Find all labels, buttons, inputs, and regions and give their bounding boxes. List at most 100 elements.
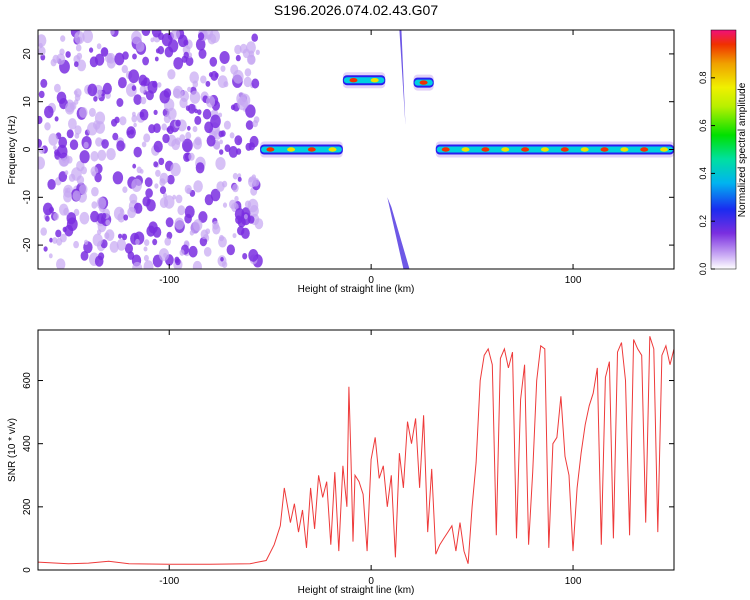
noise-blob <box>182 45 191 55</box>
noise-blob <box>74 94 81 102</box>
noise-blob <box>118 77 127 89</box>
noise-blob <box>38 146 45 154</box>
noise-blob <box>69 139 79 150</box>
noise-blob <box>87 83 98 97</box>
colorbar-tick-label: 0.2 <box>698 215 708 228</box>
noise-region <box>38 30 264 269</box>
noise-blob <box>96 197 107 210</box>
noise-blob <box>38 115 43 125</box>
noise-blob <box>237 226 245 236</box>
noise-blob <box>197 109 202 115</box>
noise-blob <box>106 148 116 161</box>
noise-blob <box>214 72 219 78</box>
noise-blob <box>182 138 193 153</box>
noise-blob <box>199 236 208 247</box>
noise-blob <box>133 202 143 214</box>
noise-blob <box>209 30 220 44</box>
noise-blob <box>38 138 42 148</box>
noise-blob <box>124 243 133 254</box>
noise-blob <box>245 142 252 151</box>
noise-blob <box>153 140 163 153</box>
noise-blob <box>153 123 161 133</box>
noise-blob <box>249 205 259 217</box>
snr-frame <box>37 329 675 571</box>
noise-blob <box>155 169 161 177</box>
noise-blob <box>98 89 103 96</box>
noise-blob <box>251 33 258 42</box>
spectrogram-ylabel: Frequency (Hz) <box>7 116 18 185</box>
noise-blob <box>62 156 67 163</box>
noise-blob <box>232 183 239 193</box>
noise-blob <box>53 212 59 221</box>
noise-blob <box>220 257 224 262</box>
noise-blob <box>60 233 67 243</box>
noise-blob <box>232 69 244 84</box>
noise-blob <box>159 178 166 187</box>
noise-blob <box>173 57 184 70</box>
noise-blob <box>219 51 230 64</box>
line-peak <box>560 147 569 152</box>
noise-blob <box>173 85 184 99</box>
noise-blob <box>94 53 105 66</box>
noise-blob <box>246 54 256 65</box>
noise-blob <box>223 120 231 130</box>
noise-blob <box>143 254 149 262</box>
line-peak <box>370 77 379 83</box>
noise-blob <box>94 172 102 183</box>
noise-blob <box>106 57 116 69</box>
noise-blob <box>166 231 173 240</box>
noise-blob <box>185 56 194 67</box>
noise-blob <box>38 46 46 56</box>
noise-blob <box>174 256 180 263</box>
noise-blob <box>203 247 212 257</box>
noise-blob <box>119 208 124 214</box>
noise-blob <box>177 205 186 216</box>
noise-blob <box>247 215 255 224</box>
line-peak <box>521 147 530 152</box>
noise-blob <box>183 51 189 59</box>
line-peak <box>266 147 275 152</box>
noise-blob <box>60 35 66 42</box>
noise-blob <box>229 199 237 209</box>
noise-blob <box>234 195 239 202</box>
x-tick-label: -100 <box>159 576 179 587</box>
noise-blob <box>82 30 93 44</box>
noise-blob <box>66 217 78 231</box>
noise-blob <box>168 39 179 53</box>
noise-blob <box>215 157 226 170</box>
noise-blob <box>184 184 192 194</box>
spectrogram-xlabel: Height of straight line (km) <box>298 284 415 295</box>
noise-blob <box>109 241 119 253</box>
noise-blob <box>56 53 66 65</box>
noise-blob <box>158 157 165 166</box>
noise-blob <box>234 135 243 146</box>
line-core <box>436 146 673 153</box>
noise-blob <box>64 170 69 176</box>
noise-blob <box>253 116 260 124</box>
noise-blob <box>49 237 53 243</box>
noise-blob <box>157 32 164 40</box>
line-peak <box>287 147 296 152</box>
line-peak <box>307 147 316 152</box>
noise-blob <box>76 52 83 60</box>
spectral-line-segment <box>435 141 674 158</box>
line-peak <box>481 147 490 152</box>
x-tick-label: 100 <box>565 275 582 286</box>
noise-blob <box>177 34 188 48</box>
y-tick-label: 600 <box>22 372 33 389</box>
noise-blob <box>234 44 242 55</box>
noise-blob <box>175 194 183 204</box>
noise-blob <box>163 252 168 258</box>
noise-blob <box>194 108 198 114</box>
noise-blob <box>65 51 71 58</box>
noise-blob <box>232 172 238 180</box>
noise-blob <box>226 244 235 256</box>
noise-blob <box>97 149 107 161</box>
noise-blob <box>198 32 205 41</box>
noise-blob <box>135 41 145 53</box>
noise-blob <box>200 229 209 240</box>
noise-blob <box>251 78 260 89</box>
vertical-streak <box>387 30 410 269</box>
colorbar-gradient <box>710 29 737 270</box>
